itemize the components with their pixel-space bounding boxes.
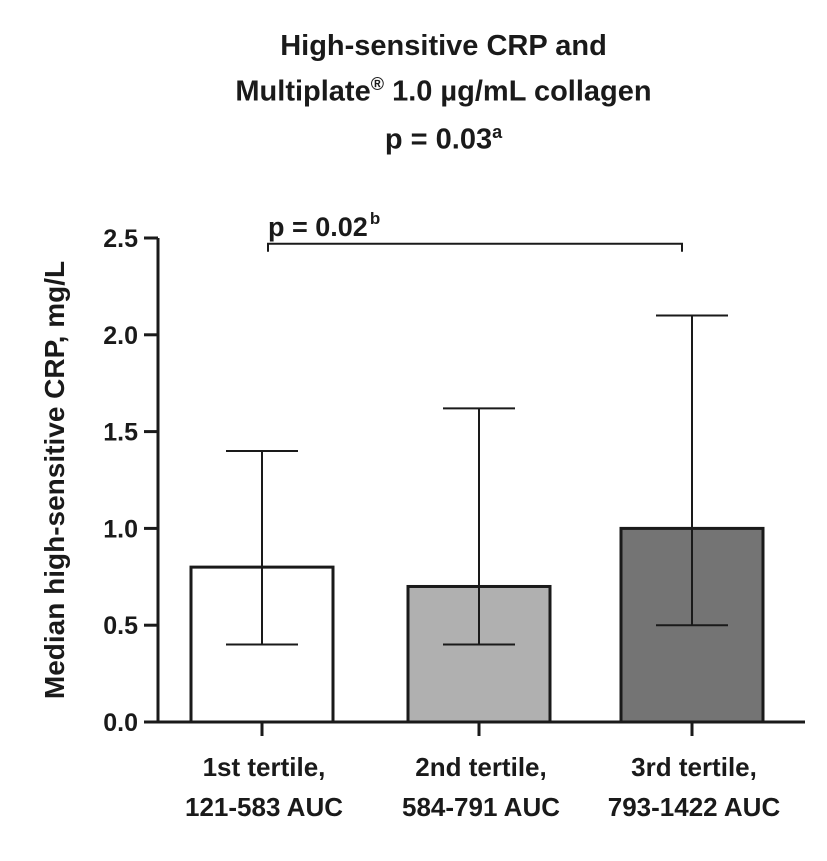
significance-label-superscript: b <box>370 209 380 228</box>
y-axis-label: Median high-sensitive CRP, mg/L <box>39 261 70 699</box>
significance-label: p = 0.02 <box>268 212 368 242</box>
title-collagen: 1.0 µg/mL collagen <box>392 75 652 108</box>
category-label-3-line-1: 3rd tertile, <box>631 752 757 782</box>
category-label-3-line-2: 793-1422 AUC <box>608 792 781 822</box>
category-label-1-line-1: 1st tertile, <box>203 752 326 782</box>
title-pvalue: p = 0.03 <box>384 123 493 156</box>
y-tick-label-5: 2.5 <box>103 225 138 253</box>
category-label-2-line-2: 584-791 AUC <box>402 792 560 822</box>
chart-title-line-3: p = 0.03a <box>30 122 827 157</box>
title-pvalue-superscript: a <box>492 122 503 142</box>
y-tick-label-2: 1.0 <box>103 515 138 543</box>
registered-mark: ® <box>370 74 384 94</box>
title-multiplate: Multiplate <box>235 75 371 108</box>
chart-title-line-1: High-sensitive CRP and <box>280 30 607 62</box>
chart-title-line-2: Multiplate® 1.0 µg/mL collagen <box>30 74 827 109</box>
y-tick-label-4: 2.0 <box>103 322 138 350</box>
significance-bracket <box>267 242 683 252</box>
y-tick-label-0: 0.0 <box>103 709 138 737</box>
y-tick-label-1: 0.5 <box>103 612 138 640</box>
category-label-1-line-2: 121-583 AUC <box>185 792 343 822</box>
y-tick-label-3: 1.5 <box>103 419 138 447</box>
category-label-2-line-1: 2nd tertile, <box>415 752 546 782</box>
